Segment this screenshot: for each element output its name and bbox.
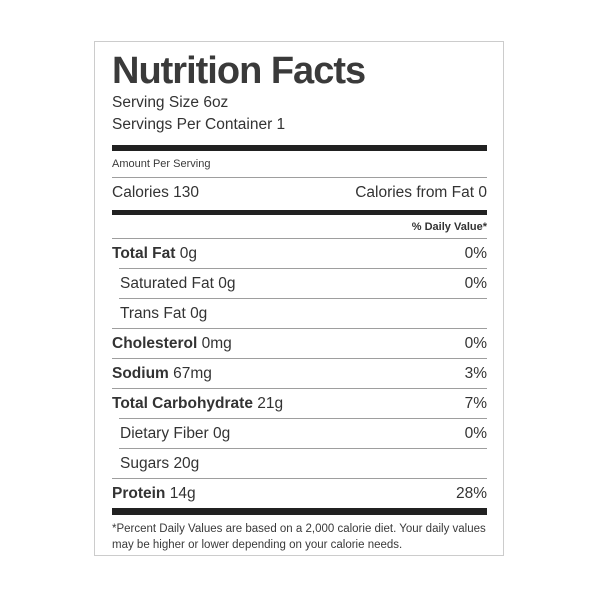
- thick-rule-bottom: [112, 508, 487, 515]
- nutrient-amount: 0g: [179, 244, 197, 262]
- nutrient-name: Trans Fat: [120, 304, 186, 322]
- nutrient-row-sugars: Sugars 20g: [112, 449, 487, 478]
- nutrient-name: Cholesterol: [112, 334, 198, 352]
- nutrient-dv: 3%: [464, 364, 487, 382]
- divider: [119, 298, 487, 299]
- serving-size: Serving Size 6oz: [112, 94, 229, 111]
- nutrient-dv: 0%: [464, 244, 487, 262]
- nutrient-dv: 7%: [464, 394, 487, 412]
- divider: [112, 177, 487, 178]
- calories-label: Calories: [112, 184, 169, 201]
- nutrient-text: Cholesterol 0mg: [112, 335, 232, 353]
- nutrient-amount: 0g: [190, 304, 208, 322]
- thick-rule-calories: [112, 210, 487, 215]
- divider: [112, 388, 487, 389]
- daily-value-header: % Daily Value*: [411, 221, 487, 233]
- nutrient-text: Sugars 20g: [112, 455, 199, 473]
- nutrient-text: Saturated Fat 0g: [112, 275, 235, 293]
- nutrient-name: Saturated Fat: [120, 274, 214, 292]
- calories-value: 130: [173, 184, 200, 201]
- nutrient-row-sodium: Sodium 67mg 3%: [112, 359, 487, 388]
- nutrient-amount: 67mg: [173, 364, 212, 382]
- nutrient-amount: 14g: [169, 484, 196, 502]
- nutrient-amount: 0mg: [201, 334, 232, 352]
- divider: [119, 418, 487, 419]
- nutrient-row-saturated-fat: Saturated Fat 0g 0%: [112, 269, 487, 298]
- nutrient-name: Sugars: [120, 454, 170, 472]
- nutrient-dv: 0%: [464, 334, 487, 352]
- nutrient-name: Sodium: [112, 364, 169, 382]
- divider: [112, 238, 487, 239]
- nutrient-name: Dietary Fiber: [120, 424, 209, 442]
- nutrient-text: Dietary Fiber 0g: [112, 425, 230, 443]
- nutrient-name: Protein: [112, 484, 166, 502]
- thick-rule-top: [112, 145, 487, 151]
- footnote: *Percent Daily Values are based on a 2,0…: [112, 523, 486, 551]
- servings-per-container: Servings Per Container 1: [112, 116, 286, 133]
- nutrient-row-total-carbohydrate: Total Carbohydrate 21g 7%: [112, 389, 487, 418]
- nutrient-dv: 28%: [455, 484, 487, 502]
- nutrient-amount: 21g: [257, 394, 284, 412]
- nutrient-name: Total Carbohydrate: [112, 394, 253, 412]
- nutrient-text: Protein 14g: [112, 485, 196, 503]
- nutrient-name: Total Fat: [112, 244, 176, 262]
- nutrient-row-trans-fat: Trans Fat 0g: [112, 299, 487, 328]
- nutrient-text: Total Carbohydrate 21g: [112, 395, 283, 413]
- nutrient-row-total-fat: Total Fat 0g 0%: [112, 239, 487, 268]
- nutrient-text: Sodium 67mg: [112, 365, 212, 383]
- nutrient-amount: 0g: [213, 424, 231, 442]
- nutrition-facts-label: Nutrition Facts Serving Size 6oz Serving…: [94, 41, 504, 556]
- divider: [112, 328, 487, 329]
- nutrient-amount: 20g: [173, 454, 200, 472]
- nutrient-row-protein: Protein 14g 28%: [112, 479, 487, 508]
- calories-from-fat-label: Calories from Fat: [355, 184, 475, 201]
- nutrient-row-dietary-fiber: Dietary Fiber 0g 0%: [112, 419, 487, 448]
- calories: Calories 130: [112, 184, 199, 202]
- nutrient-dv: 0%: [464, 424, 487, 442]
- divider: [112, 478, 487, 479]
- nutrient-text: Total Fat 0g: [112, 245, 197, 263]
- label-title: Nutrition Facts: [112, 50, 366, 92]
- calories-from-fat: Calories from Fat 0: [355, 184, 487, 202]
- nutrient-row-cholesterol: Cholesterol 0mg 0%: [112, 329, 487, 358]
- divider: [112, 358, 487, 359]
- nutrient-dv: 0%: [464, 274, 487, 292]
- calories-from-fat-value: 0: [478, 184, 487, 201]
- nutrient-text: Trans Fat 0g: [112, 305, 207, 323]
- divider: [119, 268, 487, 269]
- calories-row: Calories 130 Calories from Fat 0: [112, 178, 487, 210]
- divider: [119, 448, 487, 449]
- nutrient-amount: 0g: [218, 274, 236, 292]
- amount-per-serving-label: Amount Per Serving: [112, 158, 211, 170]
